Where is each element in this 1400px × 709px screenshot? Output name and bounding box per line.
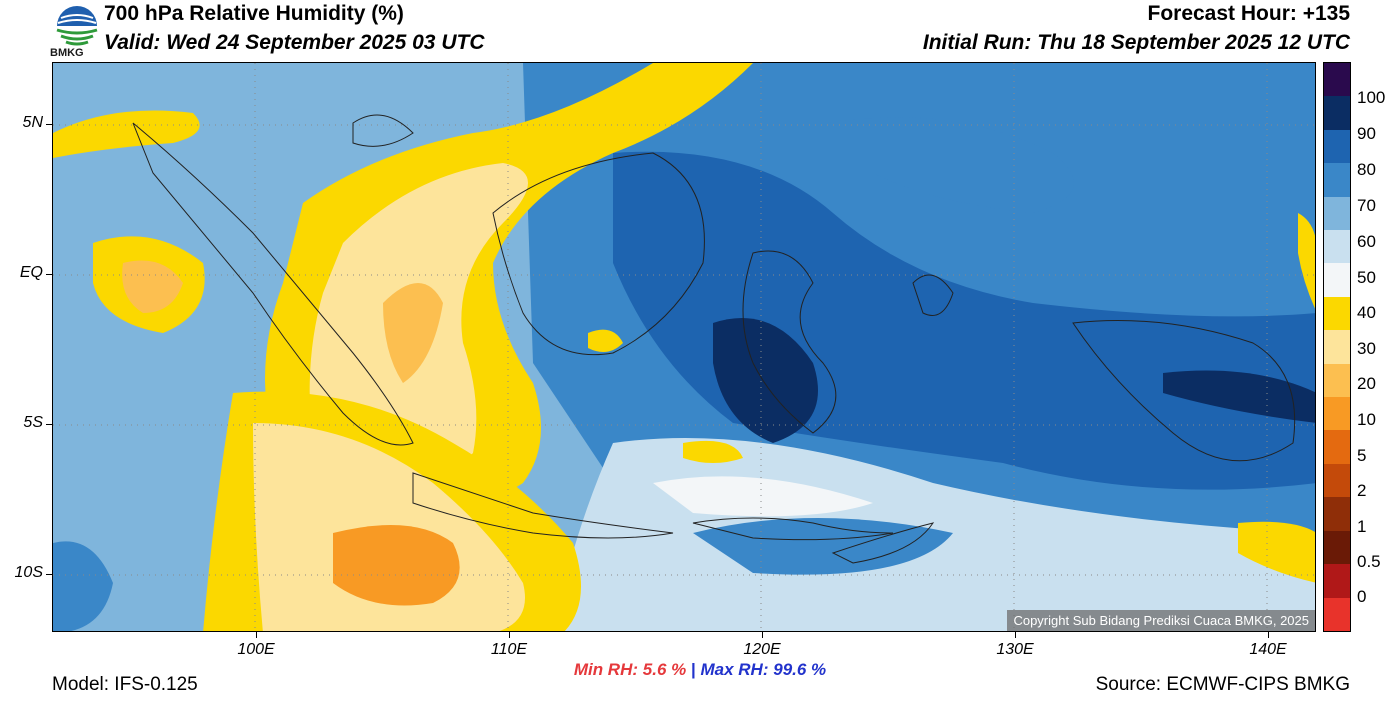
max-rh-value: 99.6 % — [773, 660, 827, 679]
colorbar-segment — [1324, 196, 1350, 231]
lon-label-130e: 130E — [996, 641, 1034, 658]
colorbar-segment — [1324, 96, 1350, 130]
colorbar-segment — [1324, 263, 1350, 297]
lat-label-5s: 5S — [23, 414, 43, 431]
lat-tick — [46, 574, 52, 575]
colorbar-label: 0.5 — [1357, 552, 1381, 571]
lat-label-eq: EQ — [19, 264, 43, 281]
colorbar-label: 1 — [1357, 517, 1367, 536]
map-title: 700 hPa Relative Humidity (%) — [104, 2, 404, 25]
colorbar-segment — [1324, 129, 1350, 164]
lat-tick — [46, 424, 52, 425]
lon-label-110e: 110E — [490, 641, 528, 658]
colorbar-segment — [1324, 397, 1350, 431]
min-max-summary: Min RH: 5.6 % | Max RH: 99.6 % — [0, 660, 1400, 680]
lon-label-120e: 120E — [743, 641, 781, 658]
model-name: Model: IFS-0.125 — [52, 674, 198, 695]
colorbar-label: 20 — [1357, 374, 1376, 393]
colorbar-label: 40 — [1357, 303, 1376, 322]
colorbar-label: 5 — [1357, 446, 1367, 465]
colorbar-label: 70 — [1357, 196, 1376, 215]
lon-tick — [1268, 632, 1269, 638]
colorbar-segment — [1324, 497, 1350, 531]
logo-text: BMKG — [50, 47, 84, 59]
lon-label-140e: 140E — [1249, 641, 1287, 658]
humidity-map — [52, 62, 1316, 632]
lat-label-10s: 10S — [14, 564, 43, 581]
colorbar-segment — [1324, 564, 1350, 598]
colorbar-label: 90 — [1357, 124, 1376, 143]
forecast-hour: Forecast Hour: +135 — [1147, 2, 1351, 25]
colorbar-segment — [1324, 230, 1350, 264]
min-rh-value: 5.6 % — [642, 660, 687, 679]
initial-run: Initial Run: Thu 18 September 2025 12 UT… — [922, 31, 1350, 54]
lon-tick — [762, 632, 763, 638]
min-rh-label: Min RH: — [573, 660, 639, 679]
colorbar-label: 30 — [1357, 339, 1376, 358]
colorbar-segment — [1324, 363, 1350, 398]
humidity-field — [53, 63, 1315, 631]
data-source: Source: ECMWF-CIPS BMKG — [1095, 674, 1350, 695]
lon-tick — [1015, 632, 1016, 638]
colorbar — [1323, 62, 1351, 632]
colorbar-label: 50 — [1357, 268, 1376, 287]
lat-label-5n: 5N — [22, 114, 43, 131]
bmkg-logo-icon — [56, 6, 98, 46]
lon-tick — [509, 632, 510, 638]
colorbar-label: 10 — [1357, 410, 1376, 429]
colorbar-label: 60 — [1357, 232, 1376, 251]
colorbar-segment — [1324, 430, 1350, 464]
max-rh-label: Max RH: — [700, 660, 769, 679]
bmkg-logo — [52, 2, 102, 60]
colorbar-segment — [1324, 163, 1350, 197]
copyright-notice: Copyright Sub Bidang Prediksi Cuaca BMKG… — [1007, 610, 1315, 631]
colorbar-label: 0 — [1357, 587, 1367, 606]
colorbar-segment — [1324, 530, 1350, 565]
colorbar-label: 80 — [1357, 160, 1376, 179]
colorbar-segment — [1324, 330, 1350, 364]
colorbar-segment — [1324, 63, 1350, 97]
colorbar-label: 2 — [1357, 481, 1367, 500]
colorbar-segment — [1324, 597, 1350, 631]
colorbar-segment — [1324, 296, 1350, 331]
valid-time: Valid: Wed 24 September 2025 03 UTC — [104, 31, 485, 54]
colorbar-segment — [1324, 463, 1350, 498]
lat-tick — [46, 124, 52, 125]
lon-tick — [256, 632, 257, 638]
lat-tick — [46, 274, 52, 275]
lon-label-100e: 100E — [237, 641, 275, 658]
min-max-separator: | — [690, 660, 696, 679]
colorbar-label: 100 — [1357, 88, 1386, 107]
